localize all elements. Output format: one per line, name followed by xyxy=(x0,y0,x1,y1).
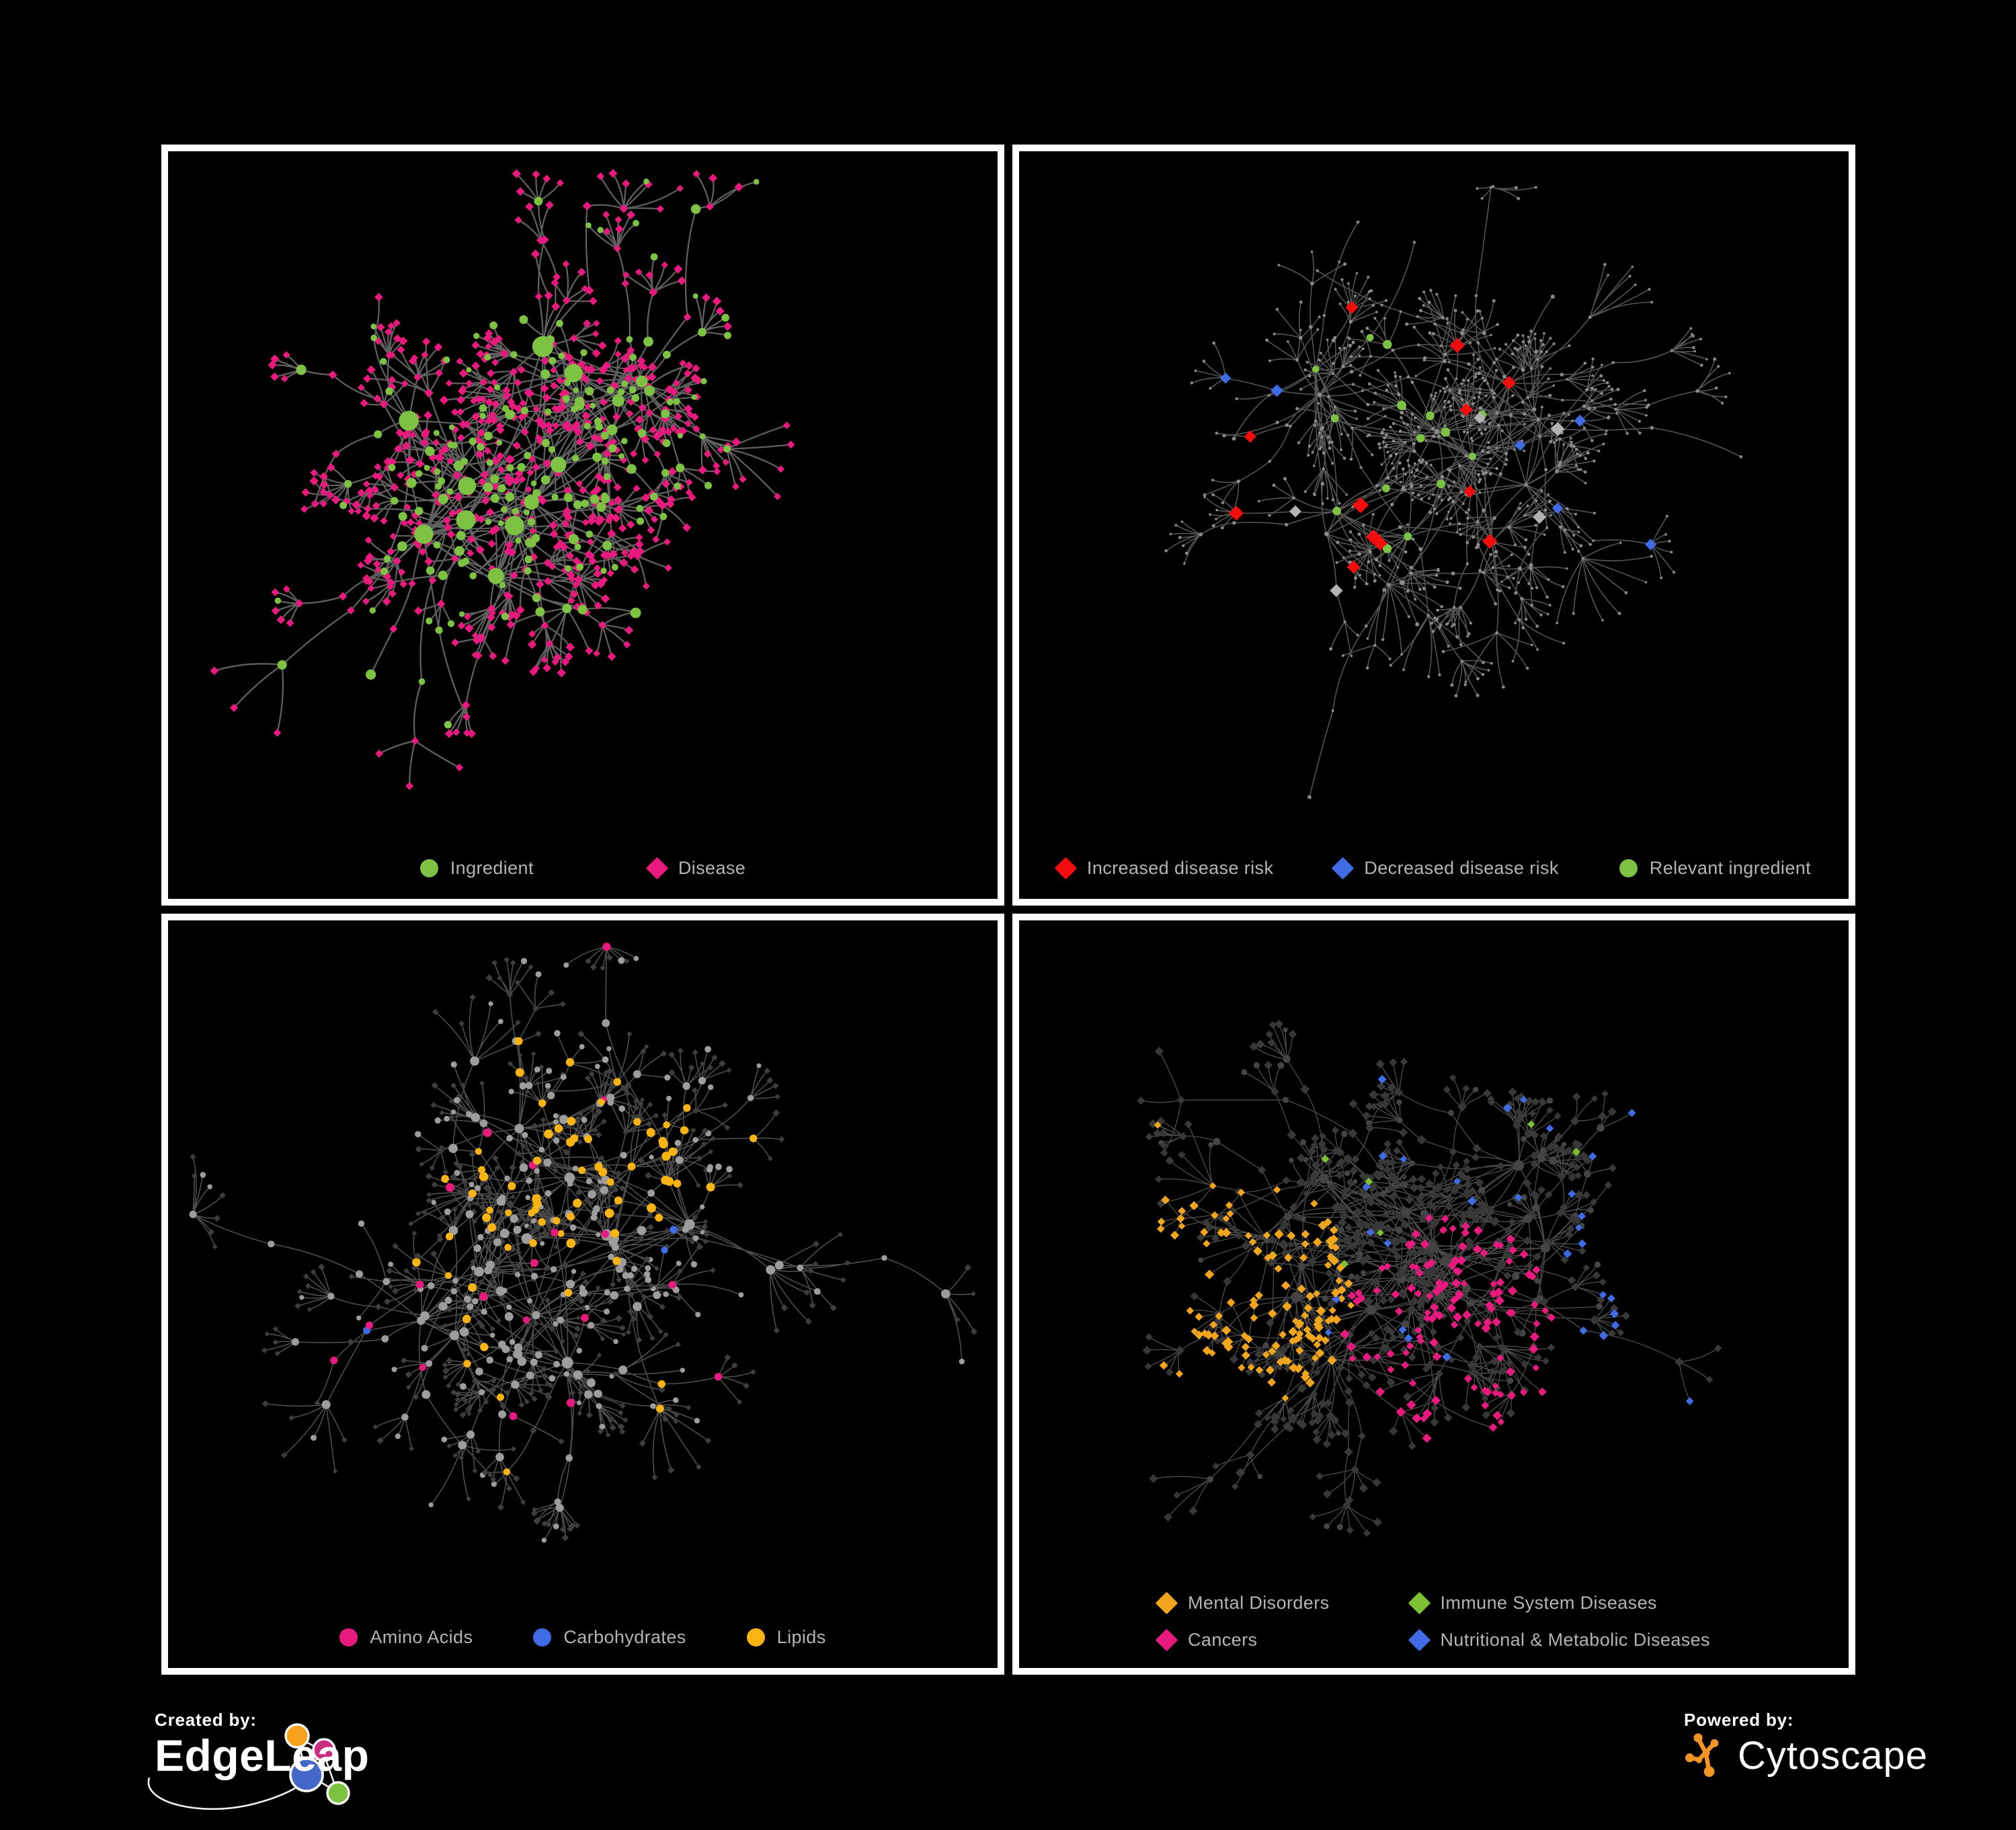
network-ingredient-disease xyxy=(210,169,795,791)
network-compound-classes xyxy=(189,943,978,1543)
legend-item-immune-system-diseases: Immune System Diseases xyxy=(1408,1591,1657,1615)
legend-item-decreased-disease-risk: Decreased disease risk xyxy=(1332,857,1559,880)
cytoscape-wordmark: Cytoscape xyxy=(1738,1734,1929,1778)
network-disease-categories xyxy=(1137,1019,1722,1538)
diamond-marker-icon xyxy=(1332,857,1355,880)
legend-label: Ingredient xyxy=(450,858,534,878)
created-by-label: Created by: xyxy=(155,1710,257,1730)
legend-label: Carbohydrates xyxy=(563,1627,686,1647)
edgeleap-wordmark: EdgeLeap xyxy=(155,1730,370,1780)
legend-item-ingredient: Ingredient xyxy=(419,858,534,879)
legend-label: Cancers xyxy=(1188,1630,1258,1650)
legend-label: Decreased disease risk xyxy=(1364,858,1559,878)
diamond-marker-icon xyxy=(1155,1628,1178,1652)
legend-label: Immune System Diseases xyxy=(1440,1593,1657,1613)
legend-label: Lipids xyxy=(776,1627,826,1647)
panel-grid: Ingredient Disease Increased disease risk… xyxy=(161,145,1855,1675)
edgeleap-logo-icon xyxy=(147,1723,350,1811)
circle-marker-icon xyxy=(419,859,438,877)
legend-label: Amino Acids xyxy=(370,1627,473,1647)
legend-item-disease: Disease xyxy=(645,857,746,880)
legend-item-lipids: Lipids xyxy=(746,1627,826,1648)
legend-item-carbohydrates: Carbohydrates xyxy=(533,1627,686,1648)
diamond-marker-icon xyxy=(1155,1591,1178,1615)
legend-item-relevant-ingredient: Relevant ingredient xyxy=(1619,858,1811,879)
legend-item-cancers: Cancers xyxy=(1155,1628,1258,1652)
panel-disease-risk: Increased disease risk Decreased disease … xyxy=(1012,145,1855,906)
legend-label: Increased disease risk xyxy=(1086,858,1274,878)
cytoscape-brand: Cytoscape xyxy=(1684,1732,1928,1780)
legend-disease-risk: Increased disease risk Decreased disease … xyxy=(1019,857,1849,880)
legend-item-mental-disorders: Mental Disorders xyxy=(1155,1591,1330,1615)
panel-compound-classes: Amino Acids Carbohydrates Lipids xyxy=(161,914,1004,1675)
powered-by-label: Powered by: xyxy=(1684,1710,1794,1730)
legend-label: Disease xyxy=(678,858,746,878)
diamond-marker-icon xyxy=(1408,1628,1430,1652)
powered-by-block: Powered by: Cytoscape xyxy=(1684,1710,1928,1780)
legend-disease-categories: Mental Disorders Cancers Immune System Dis… xyxy=(1019,1591,1849,1652)
panel-disease-categories: Mental Disorders Cancers Immune System Dis… xyxy=(1012,914,1855,1675)
diamond-marker-icon xyxy=(1408,1591,1430,1615)
cytoscape-logo-icon xyxy=(1685,1733,1719,1778)
created-by-block: Created by: EdgeLeap xyxy=(147,1710,370,1811)
diamond-marker-icon xyxy=(645,857,669,880)
network-disease-risk xyxy=(1164,185,1743,799)
legend-item-amino-acids: Amino Acids xyxy=(339,1627,473,1648)
circle-marker-icon xyxy=(339,1628,358,1646)
legend-ingredient-disease: Ingredient Disease xyxy=(168,857,998,880)
legend-item-increased-disease-risk: Increased disease risk xyxy=(1054,857,1274,880)
diamond-marker-icon xyxy=(1054,857,1078,880)
legend-label: Relevant ingredient xyxy=(1649,858,1812,878)
legend-label: Nutritional & Metabolic Diseases xyxy=(1440,1630,1710,1650)
legend-item-nutritional-metabolic-diseases: Nutritional & Metabolic Diseases xyxy=(1408,1628,1710,1652)
circle-marker-icon xyxy=(746,1628,765,1646)
edgeleap-brand: EdgeLeap xyxy=(147,1723,370,1811)
legend-label: Mental Disorders xyxy=(1188,1593,1330,1613)
circle-marker-icon xyxy=(533,1628,552,1646)
circle-marker-icon xyxy=(1619,859,1638,877)
panel-ingredient-disease: Ingredient Disease xyxy=(161,145,1004,906)
legend-compound-classes: Amino Acids Carbohydrates Lipids xyxy=(168,1627,998,1648)
